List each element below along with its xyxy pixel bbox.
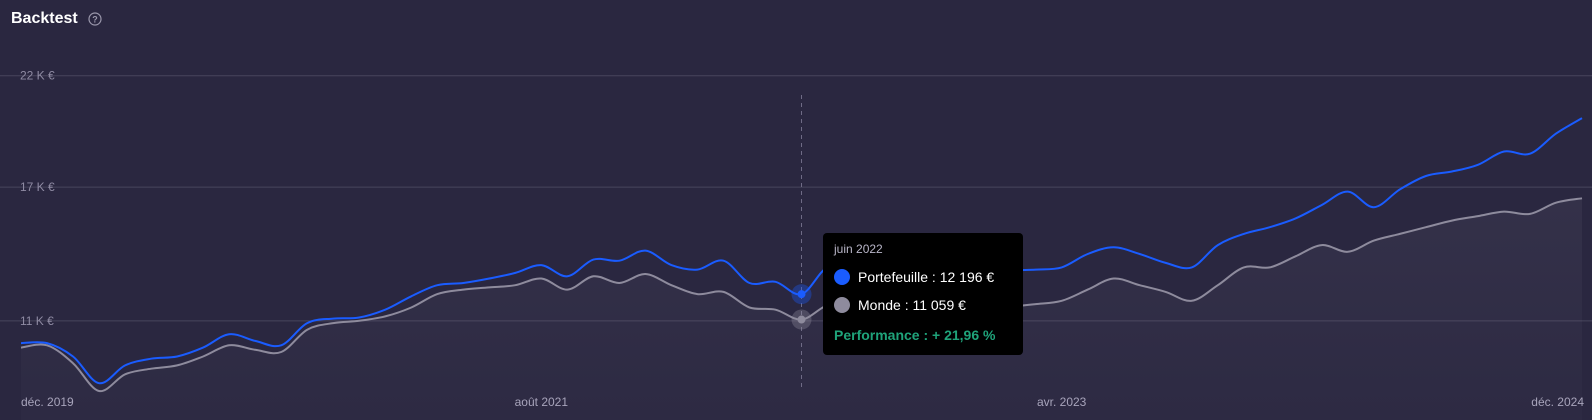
x-tick-label: avr. 2023 (1037, 395, 1087, 409)
world-area-fill (21, 198, 1582, 420)
hover-markers (791, 284, 812, 330)
hover-tooltip: juin 2022 Portefeuille : 12 196 € Monde … (823, 233, 1023, 355)
tooltip-monde-value: Monde : 11 059 € (858, 297, 966, 313)
svg-text:?: ? (92, 14, 98, 24)
x-tick-label: déc. 2019 (21, 395, 74, 409)
tooltip-row-portefeuille: Portefeuille : 12 196 € (834, 263, 1012, 291)
portefeuille-legend-dot (834, 269, 850, 285)
y-tick-label: 11 K € (20, 314, 54, 328)
grid-layer: 22 K € 17 K € 11 K € (0, 69, 1592, 328)
tooltip-row-monde: Monde : 11 059 € (834, 291, 1012, 319)
tooltip-performance: Performance : + 21,96 % (834, 327, 996, 343)
tooltip-portefeuille-value: Portefeuille : 12 196 € (858, 269, 995, 285)
monde-legend-dot (834, 297, 850, 313)
chart-header: Backtest ? (11, 10, 102, 28)
x-tick-label: août 2021 (515, 395, 569, 409)
question-circle-icon[interactable]: ? (88, 12, 102, 26)
hover-point-monde (797, 315, 806, 324)
chart-title: Backtest (11, 10, 78, 27)
tooltip-date: juin 2022 (834, 242, 883, 256)
x-axis-labels: déc. 2019 août 2021 avr. 2023 déc. 2024 (21, 395, 1584, 409)
y-tick-label: 17 K € (20, 180, 55, 194)
hover-point-portefeuille (797, 290, 806, 299)
x-tick-label: déc. 2024 (1531, 395, 1584, 409)
y-tick-label: 22 K € (20, 69, 55, 83)
